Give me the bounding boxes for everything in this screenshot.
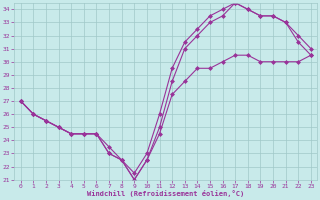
X-axis label: Windchill (Refroidissement éolien,°C): Windchill (Refroidissement éolien,°C) bbox=[87, 190, 244, 197]
